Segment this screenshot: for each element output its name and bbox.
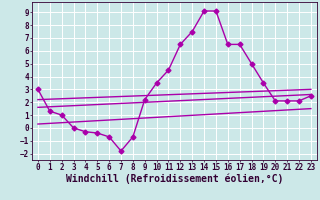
X-axis label: Windchill (Refroidissement éolien,°C): Windchill (Refroidissement éolien,°C) — [66, 173, 283, 184]
